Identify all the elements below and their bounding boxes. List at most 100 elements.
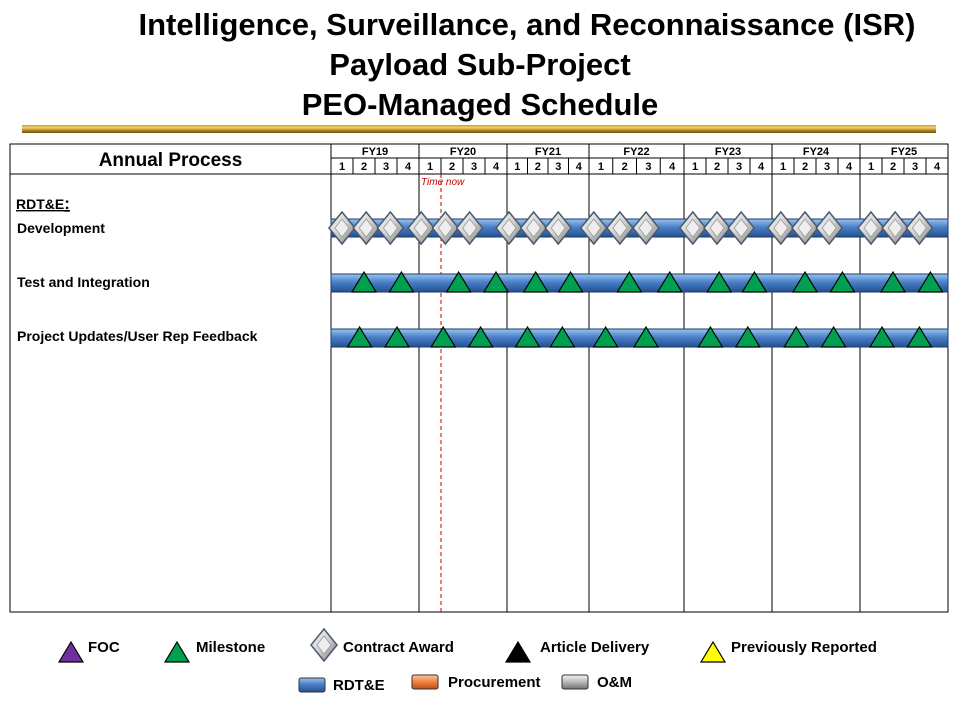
milestone-marker [616, 270, 643, 293]
quarter-label: 3 [645, 161, 651, 173]
contract-award-marker [579, 210, 608, 246]
contract-award-inner [462, 218, 478, 238]
milestone-marker [350, 270, 378, 293]
title-line-3: PEO-Managed Schedule [301, 87, 659, 122]
fy-label: FY22 [623, 146, 649, 158]
quarter-label: 3 [471, 161, 477, 173]
contract-award-inner [586, 218, 602, 238]
milestone-marker [592, 325, 619, 348]
section-label-colon: : [64, 194, 70, 213]
quarter-label: 4 [934, 161, 941, 173]
contract-award-marker [815, 210, 844, 246]
contract-award-inner [550, 218, 566, 238]
contract-award-inner [413, 218, 429, 238]
contract-award-marker [791, 210, 819, 246]
contract-award-inner [638, 218, 654, 238]
quarter-label: 3 [912, 161, 918, 173]
title-divider [22, 125, 936, 133]
quarter-label: 2 [622, 161, 628, 173]
quarter-label: 2 [361, 161, 367, 173]
milestone-marker [829, 270, 856, 293]
contract-award-marker [455, 210, 484, 246]
quarter-label: 1 [598, 161, 604, 173]
milestone-marker [467, 325, 494, 348]
milestone-marker [557, 270, 584, 293]
quarter-label: 1 [780, 161, 786, 173]
milestone-marker [868, 325, 896, 348]
legend-bar-swatch [298, 677, 326, 693]
quarter-label: 4 [846, 161, 853, 173]
contract-award-inner [911, 218, 927, 238]
contract-award-inner [821, 218, 837, 238]
chart-frame [9, 143, 949, 613]
quarter-label: 3 [555, 161, 561, 173]
fy-label: FY25 [891, 146, 917, 158]
milestone-marker [906, 325, 933, 348]
legend-focicon [57, 640, 85, 663]
milestone-marker [741, 270, 768, 293]
quarter-label: 3 [736, 161, 742, 173]
milestone-marker [734, 325, 761, 348]
contract-award-marker [703, 210, 731, 246]
contract-award-marker [678, 210, 707, 246]
contract-award-marker [519, 210, 548, 246]
quarter-label: 4 [669, 161, 676, 173]
legend-label: Article Delivery [540, 639, 650, 656]
contract-award-marker [727, 210, 756, 246]
quarter-label: 2 [449, 161, 455, 173]
title-line-2: Payload Sub-Project [329, 47, 631, 82]
contract-award-marker [605, 210, 634, 246]
fy-label: FY23 [715, 146, 741, 158]
legend-milestoneicon [163, 640, 191, 663]
milestone-marker [697, 325, 724, 348]
legend-label: Previously Reported [731, 639, 877, 656]
quarter-label: 1 [692, 161, 698, 173]
contract-award-inner [382, 218, 398, 238]
contract-award-inner [437, 218, 453, 238]
contract-award-inner [797, 218, 813, 238]
quarter-label: 4 [758, 161, 765, 173]
milestone-marker [482, 270, 510, 293]
legend-label: Milestone [196, 639, 265, 656]
contract-award-marker [407, 210, 436, 246]
fy-label: FY21 [535, 146, 561, 158]
legend-label: FOC [88, 639, 120, 656]
legend-label: Procurement [448, 674, 541, 691]
row-label: Test and Integration [17, 274, 150, 290]
legend-label: O&M [597, 674, 632, 691]
quarter-label: 1 [868, 161, 874, 173]
milestone-marker [820, 325, 847, 348]
quarter-label: 2 [714, 161, 720, 173]
contract-award-inner [733, 218, 749, 238]
milestone-marker [706, 270, 733, 293]
contract-award-inner [501, 218, 517, 238]
milestone-marker [430, 325, 457, 348]
milestone-marker [514, 325, 541, 348]
fy-label: FY20 [450, 146, 476, 158]
contract-award-marker [495, 210, 524, 246]
legend-bar-swatch [561, 674, 589, 690]
row-label: Development [17, 220, 105, 236]
title-line-1: Intelligence, Surveillance, and Reconnai… [138, 7, 916, 42]
contract-award-marker [352, 210, 381, 246]
milestone-marker [549, 325, 576, 348]
contract-award-marker [766, 210, 795, 246]
section-label-rdte: RDT&E: [16, 194, 70, 213]
milestone-marker [879, 270, 907, 293]
time-now-label: Time now [421, 177, 465, 188]
milestone-marker [917, 270, 944, 293]
annual-process-header: Annual Process [99, 150, 243, 171]
contract-award-inner [709, 218, 725, 238]
milestone-marker [346, 325, 373, 348]
legend-article-deliveryicon [504, 640, 532, 663]
milestone-marker [656, 270, 683, 293]
contract-award-marker [857, 210, 885, 246]
milestone-marker [632, 325, 660, 348]
contract-award-inner [316, 635, 332, 655]
contract-award-inner [334, 218, 350, 238]
contract-award-inner [773, 218, 789, 238]
contract-award-marker [881, 210, 910, 246]
contract-award-inner [612, 218, 628, 238]
quarter-label: 3 [383, 161, 389, 173]
